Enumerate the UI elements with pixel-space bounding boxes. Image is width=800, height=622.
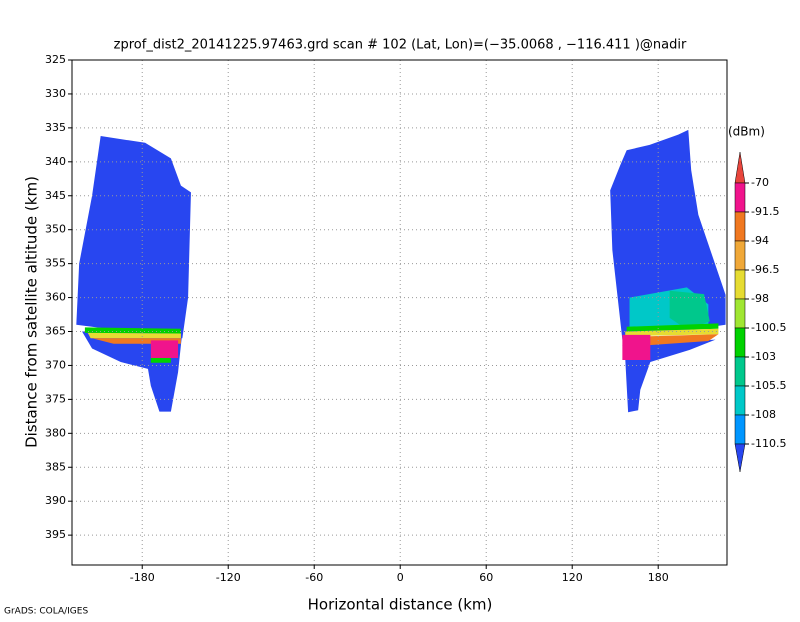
shaded-region [649, 334, 719, 346]
colorbar-cell [734, 182, 746, 213]
colorbar-tick-label: -108 [751, 408, 776, 421]
y-tick-label: 350 [45, 223, 66, 236]
chart-title: zprof_dist2_20141225.97463.grd scan # 10… [114, 38, 687, 53]
shaded-region [625, 328, 719, 337]
y-tick-label: 395 [45, 528, 66, 541]
y-tick-label: 360 [45, 291, 66, 304]
x-tick-label: 60 [479, 571, 493, 584]
colorbar-cell [734, 356, 746, 387]
colorbar-tick-label: -103 [751, 350, 776, 363]
y-tick-label: 380 [45, 426, 66, 439]
shaded-region [87, 332, 181, 339]
y-tick-label: 335 [45, 121, 66, 134]
colorbar-cell [734, 298, 746, 329]
x-tick-label: 0 [397, 571, 404, 584]
x-tick-label: -180 [130, 571, 155, 584]
shaded-region [150, 340, 179, 358]
shaded-region [622, 334, 651, 361]
colorbar-tick-label: -94 [751, 234, 769, 247]
y-axis-title: Distance from satellite altitude (km) [23, 176, 41, 448]
colorbar-tick-label: -98 [751, 292, 769, 305]
colorbar-cell [734, 385, 746, 416]
y-tick-label: 355 [45, 257, 66, 270]
colorbar-label: (dBm) [728, 125, 765, 139]
x-axis-title: Horizontal distance (km) [308, 596, 493, 614]
y-tick-label: 375 [45, 392, 66, 405]
colorbar-cell [734, 240, 746, 271]
colorbar-cell [734, 414, 746, 445]
colorbar-cell [734, 443, 746, 473]
y-tick-label: 330 [45, 87, 66, 100]
y-tick-label: 370 [45, 358, 66, 371]
shaded-region [669, 290, 710, 330]
plot-frame [71, 59, 728, 566]
colorbar-cell [734, 151, 746, 184]
colorbar-tick-label: -105.5 [751, 379, 786, 392]
colorbar-cell [734, 327, 746, 358]
x-tick-label: -60 [305, 571, 323, 584]
y-tick-label: 325 [45, 53, 66, 66]
plot-area [76, 129, 726, 413]
y-tick-label: 365 [45, 325, 66, 338]
colorbar-tick-label: -96.5 [751, 263, 779, 276]
colorbar-cell [734, 269, 746, 300]
x-tick-label: -120 [216, 571, 241, 584]
y-tick-label: 385 [45, 460, 66, 473]
y-tick-label: 390 [45, 494, 66, 507]
y-tick-label: 345 [45, 189, 66, 202]
x-tick-label: 120 [562, 571, 583, 584]
x-tick-label: 180 [648, 571, 669, 584]
colorbar-tick-label: -70 [751, 176, 769, 189]
colorbar-cell [734, 211, 746, 242]
shaded-region [150, 357, 171, 363]
colorbar-tick-label: -100.5 [751, 321, 786, 334]
footer: GrADS: COLA/IGES [4, 607, 88, 617]
shaded-region [626, 323, 719, 332]
shaded-region [76, 136, 191, 339]
shaded-region [610, 129, 726, 340]
colorbar-tick-label: -110.5 [751, 437, 786, 450]
y-tick-label: 340 [45, 155, 66, 168]
shaded-region [84, 327, 181, 334]
colorbar-tick-label: -91.5 [751, 205, 779, 218]
